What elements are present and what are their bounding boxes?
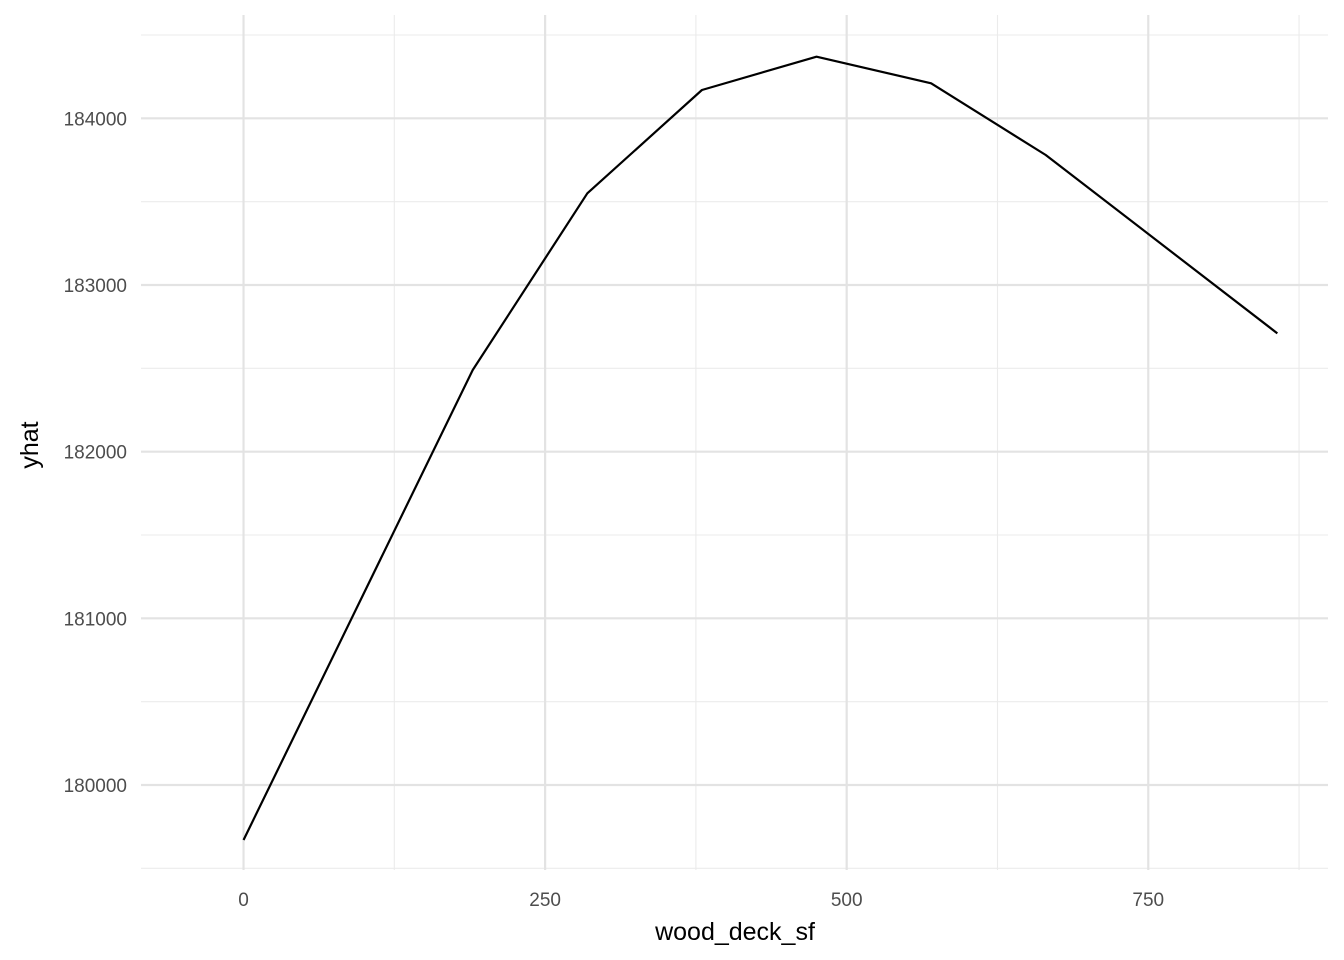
y-tick-label: 181000: [64, 609, 127, 630]
series-layer: [242, 55, 1279, 841]
x-tick-label: 0: [238, 890, 249, 911]
x-tick-label: 500: [831, 890, 863, 911]
y-tick-label: 184000: [64, 109, 127, 130]
x-tick-label: 750: [1132, 890, 1164, 911]
minor-gridlines: [141, 15, 1328, 870]
y-axis-tick-labels: 180000 181000 182000 183000 184000: [64, 109, 127, 797]
y-tick-label: 180000: [64, 776, 127, 797]
y-axis-title: yhat: [16, 421, 44, 468]
x-axis-tick-labels: 0 250 500 750: [238, 890, 1164, 911]
y-tick-label: 182000: [64, 443, 127, 464]
x-axis-title: wood_deck_sf: [654, 918, 815, 946]
x-tick-label: 250: [529, 890, 561, 911]
y-tick-label: 183000: [64, 276, 127, 297]
series-line: [242, 55, 1279, 841]
major-gridlines: [141, 15, 1328, 870]
